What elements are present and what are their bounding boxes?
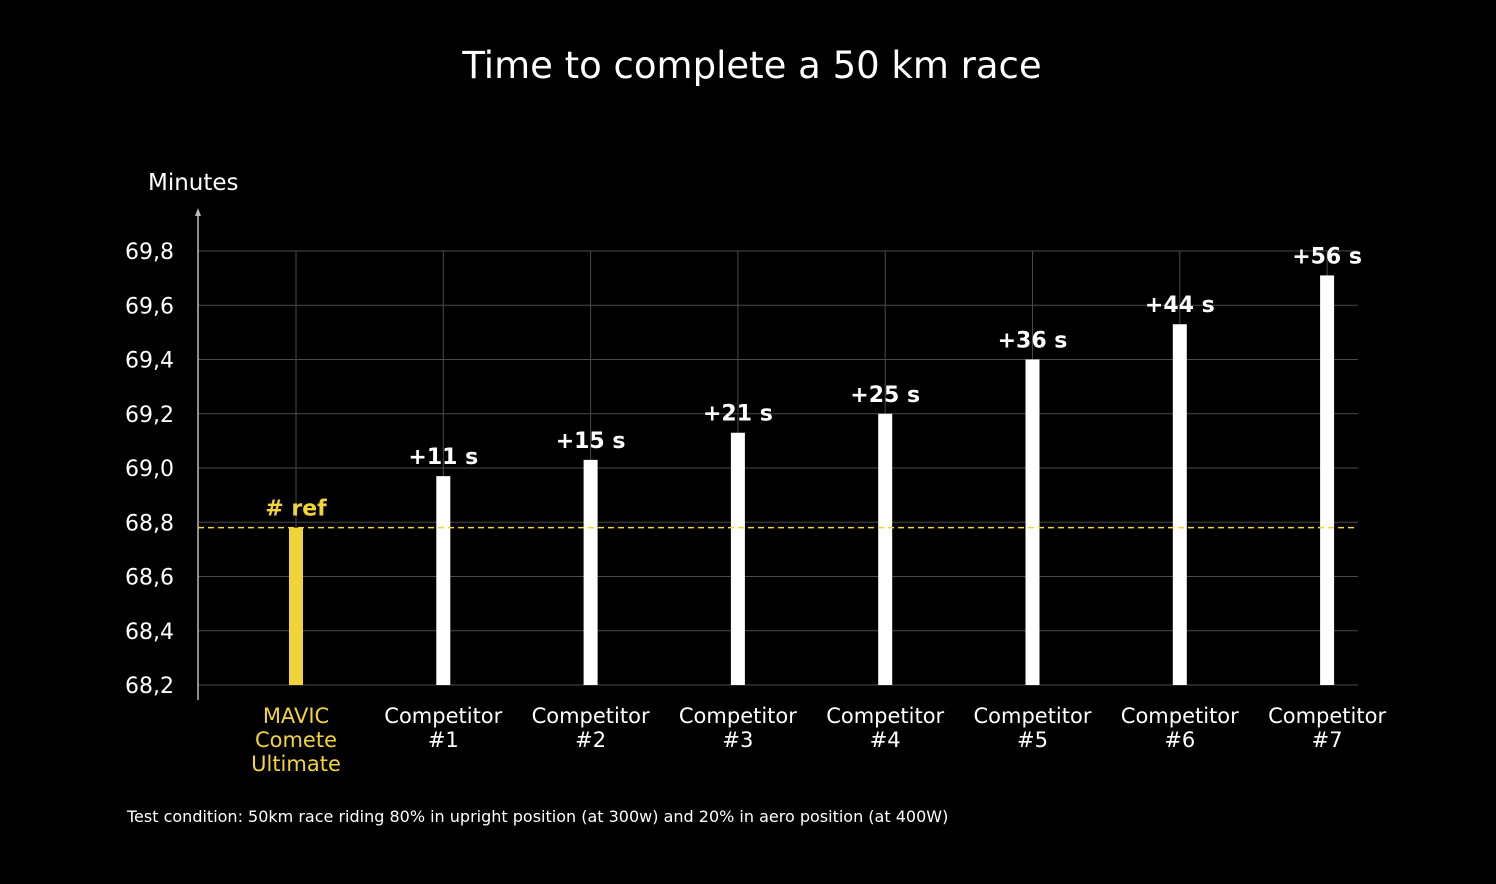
x-tick-label: Competitor #1 — [384, 704, 502, 752]
x-tick-label-line: Competitor — [826, 704, 944, 728]
x-tick-label: Competitor #5 — [973, 704, 1091, 752]
x-tick-label: MAVIC Comete Ultimate — [251, 704, 341, 776]
y-tick-label: 68,6 — [125, 566, 174, 591]
data-label: # ref — [265, 497, 327, 522]
data-label: +56 s — [1292, 244, 1362, 269]
data-label: +44 s — [1145, 293, 1215, 318]
y-tick-label: 69,0 — [125, 457, 174, 482]
x-tick-label-line: #6 — [1164, 728, 1195, 752]
x-tick-label-line: Competitor — [532, 704, 650, 728]
bar — [730, 432, 745, 685]
x-tick-label-line: Competitor — [679, 704, 797, 728]
x-tick-label-line: Competitor — [384, 704, 502, 728]
y-tick-label: 69,4 — [125, 349, 174, 374]
x-tick-label-line: Competitor — [1268, 704, 1386, 728]
y-tick-label: 69,8 — [125, 240, 174, 265]
bar — [583, 459, 598, 685]
x-tick-label-line: #1 — [428, 728, 459, 752]
data-label: +25 s — [850, 383, 920, 408]
y-tick-label: 69,2 — [125, 403, 174, 428]
x-tick-label-line: Competitor — [973, 704, 1091, 728]
x-tick-label-line: #2 — [575, 728, 606, 752]
data-label: +21 s — [703, 402, 773, 427]
y-axis-label: Minutes — [148, 170, 239, 196]
bar-reference — [289, 527, 303, 685]
data-label: +36 s — [998, 329, 1068, 354]
x-tick-label: Competitor #2 — [532, 704, 650, 752]
x-tick-label-line: #3 — [722, 728, 753, 752]
x-tick-label-line: Comete — [255, 728, 337, 752]
x-tick-label-line: MAVIC — [263, 704, 329, 728]
y-tick-label: 69,6 — [125, 294, 174, 319]
y-axis-arrow-icon — [195, 208, 201, 216]
x-tick-label-line: Ultimate — [251, 752, 341, 776]
x-tick-label: Competitor #3 — [679, 704, 797, 752]
data-label: +11 s — [408, 445, 478, 470]
chart-title: Time to complete a 50 km race — [461, 44, 1041, 87]
x-tick-label: Competitor #4 — [826, 704, 944, 752]
x-tick-label-line: #4 — [870, 728, 901, 752]
data-label: +15 s — [556, 429, 626, 454]
y-tick-label: 68,4 — [125, 620, 174, 645]
y-tick-label: 68,2 — [125, 674, 174, 699]
footnote: Test condition: 50km race riding 80% in … — [126, 807, 948, 826]
bar — [1172, 324, 1187, 685]
y-tick-label: 68,8 — [125, 511, 174, 536]
bar — [1025, 359, 1040, 685]
x-tick-label-line: #5 — [1017, 728, 1048, 752]
bar — [1320, 275, 1335, 685]
bar — [878, 413, 893, 685]
x-tick-label: Competitor #7 — [1268, 704, 1386, 752]
x-tick-label: Competitor #6 — [1121, 704, 1239, 752]
bar — [436, 476, 451, 685]
x-tick-label-line: #7 — [1312, 728, 1343, 752]
x-tick-label-line: Competitor — [1121, 704, 1239, 728]
